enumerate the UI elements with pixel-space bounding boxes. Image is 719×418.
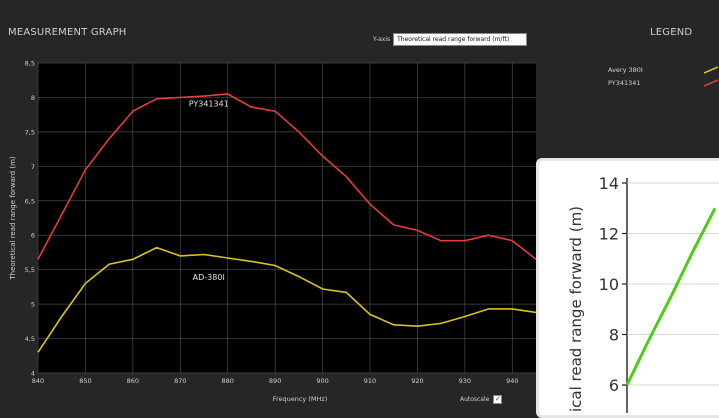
x-tick-label: 940 (506, 377, 518, 385)
y-tick-label: 5 (31, 301, 35, 309)
inset-y-tick-label: 12 (599, 225, 619, 244)
graph-title: MEASUREMENT GRAPH (8, 27, 127, 38)
y-tick-label: 8,5 (25, 60, 35, 68)
inset-y-tick-label: 14 (599, 174, 619, 193)
inset-y-tick-label: 10 (599, 275, 619, 294)
x-tick-label: 850 (79, 377, 91, 385)
x-tick-label: 910 (364, 377, 376, 385)
legend-item[interactable]: PY341341 (608, 76, 719, 89)
x-axis-label: Frequency (MHz) (273, 395, 328, 403)
yaxis-dropdown[interactable]: Theoretical read range forward (m/ft) (393, 33, 528, 46)
inset-chart: 6 8 10 12 14 ical read range forward (m) (567, 174, 719, 413)
grid-lines (37, 62, 536, 374)
legend-label: PY341341 (608, 78, 641, 87)
x-tick-label: 880 (222, 377, 234, 385)
y-tick-label: 6 (31, 232, 35, 240)
annotations: PY341341 AD-380I (189, 99, 229, 282)
legend-swatch-red (704, 78, 718, 87)
x-tick-label: 840 (32, 377, 44, 385)
y-tick-labels: 4 4,5 5 5,5 6 6,5 7 7,5 8 8,5 (25, 60, 35, 378)
x-tick-labels: 840 850 860 870 880 890 900 910 920 930 940 (32, 377, 519, 385)
yaxis-selector: Y-axis Theoretical read range forward (m… (373, 33, 528, 46)
inset-y-tick-label: 8 (609, 326, 619, 345)
legend-swatch-yellow (704, 65, 718, 74)
legend: Avery 380I PY341341 (608, 63, 719, 89)
series-lines (37, 93, 537, 353)
series-line-ad-380i (37, 246, 537, 353)
x-tick-label: 900 (316, 377, 328, 385)
annotation-label: PY341341 (189, 99, 229, 108)
inset-y-tick-label: 6 (609, 376, 619, 395)
y-tick-label: 5,5 (25, 266, 35, 274)
y-tick-label: 7,5 (25, 128, 35, 136)
x-tick-label: 930 (459, 377, 471, 385)
legend-item[interactable]: Avery 380I (608, 63, 719, 76)
y-tick-label: 6,5 (25, 197, 35, 205)
y-tick-label: 4,5 (25, 335, 35, 343)
legend-label: Avery 380I (608, 65, 643, 74)
x-tick-label: 860 (127, 377, 139, 385)
autoscale-control: Autoscale ✓ (460, 395, 503, 404)
plot-area (38, 63, 536, 373)
series-line-py341341 (37, 93, 537, 260)
inset-series-line (625, 207, 717, 386)
x-tick-label: 870 (174, 377, 186, 385)
yaxis-selector-label: Y-axis (373, 36, 391, 43)
x-tick-label: 920 (411, 377, 423, 385)
autoscale-label: Autoscale (460, 396, 490, 403)
y-tick-label: 4 (31, 370, 35, 378)
y-axis-label: Theoretical read range forward (m) (9, 156, 17, 281)
y-tick-label: 7 (31, 163, 35, 171)
y-tick-label: 8 (31, 94, 35, 102)
inset-y-axis-label: ical read range forward (m) (567, 206, 585, 412)
annotation-label: AD-380I (193, 273, 225, 282)
inset-tick-labels: 6 8 10 12 14 (599, 174, 619, 395)
legend-title: LEGEND (650, 27, 693, 38)
x-tick-label: 890 (269, 377, 281, 385)
zoom-inset: 6 8 10 12 14 ical read range forward (m) (536, 158, 719, 418)
autoscale-checkbox[interactable]: ✓ (493, 395, 503, 404)
